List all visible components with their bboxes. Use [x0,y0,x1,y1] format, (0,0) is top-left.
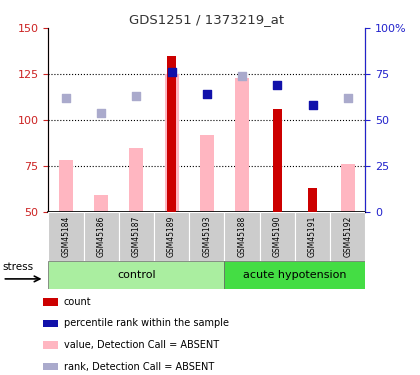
Text: GSM45184: GSM45184 [61,216,71,257]
Bar [295,212,330,261]
Bar [330,212,365,261]
Point [133,93,140,99]
Point [309,102,316,108]
Bar [43,363,58,370]
Text: control: control [117,270,156,280]
Text: percentile rank within the sample: percentile rank within the sample [63,318,228,328]
Text: GSM45186: GSM45186 [97,216,106,257]
Text: GSM45189: GSM45189 [167,216,176,257]
Bar [200,135,214,212]
Text: GSM45190: GSM45190 [273,216,282,257]
Bar [43,341,58,349]
Bar [43,320,58,327]
Point [203,91,210,97]
Title: GDS1251 / 1373219_at: GDS1251 / 1373219_at [129,13,284,26]
Point [344,95,351,101]
Bar [235,78,249,212]
Bar [59,160,73,212]
Point [274,82,281,88]
Text: GSM45191: GSM45191 [308,216,317,257]
Bar [260,212,295,261]
Bar [48,212,84,261]
Text: GSM45188: GSM45188 [238,216,247,257]
Bar [167,56,176,212]
Point [239,73,245,79]
Text: GSM45187: GSM45187 [132,216,141,257]
Text: GSM45192: GSM45192 [343,216,352,257]
Point [98,110,105,116]
Text: count: count [63,297,91,307]
Bar [119,212,154,261]
Bar [224,261,365,289]
Bar [308,188,317,212]
Bar [84,212,119,261]
Bar [43,298,58,306]
Text: value, Detection Call = ABSENT: value, Detection Call = ABSENT [63,340,219,350]
Bar [94,195,108,212]
Text: GSM45193: GSM45193 [202,216,211,257]
Bar [273,109,282,212]
Text: stress: stress [3,262,34,272]
Point [168,69,175,75]
Bar [165,74,178,212]
Point [63,95,69,101]
Bar [224,212,260,261]
Bar [189,212,224,261]
Bar [341,164,355,212]
Text: rank, Detection Call = ABSENT: rank, Detection Call = ABSENT [63,362,214,372]
Bar [48,261,224,289]
Text: acute hypotension: acute hypotension [243,270,346,280]
Bar [129,148,143,212]
Bar [154,212,189,261]
